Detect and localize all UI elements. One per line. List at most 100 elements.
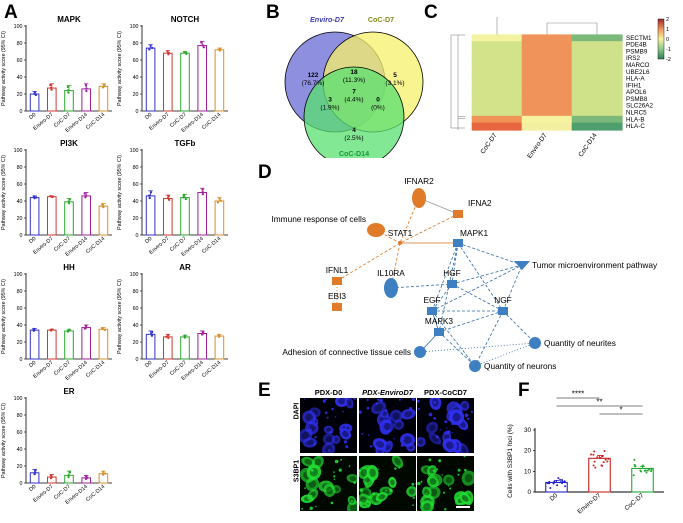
- svg-text:D0: D0: [144, 236, 153, 245]
- svg-text:****: ****: [572, 390, 584, 399]
- svg-text:NOTCH: NOTCH: [171, 15, 200, 24]
- svg-text:CoC-D7: CoC-D7: [368, 15, 394, 24]
- svg-text:0: 0: [136, 109, 139, 115]
- svg-text:0: 0: [20, 481, 23, 487]
- svg-text:30: 30: [524, 427, 532, 434]
- svg-text:0: 0: [136, 233, 139, 239]
- svg-text:100: 100: [14, 148, 23, 154]
- svg-text:MAPK3: MAPK3: [425, 316, 454, 326]
- svg-text:0: 0: [20, 109, 23, 115]
- svg-text:CoC-D14: CoC-D14: [85, 112, 106, 131]
- svg-text:STAT1: STAT1: [388, 228, 413, 238]
- svg-text:D0: D0: [549, 492, 560, 503]
- svg-text:60: 60: [17, 182, 23, 188]
- svg-text:CoC-D14: CoC-D14: [201, 360, 222, 379]
- svg-text:1: 1: [666, 27, 669, 33]
- svg-text:-1: -1: [666, 47, 671, 53]
- svg-text:40: 40: [133, 323, 139, 329]
- svg-text:Immune response of cells: Immune response of cells: [271, 214, 366, 224]
- svg-text:Cells with S3BP1 foci (%): Cells with S3BP1 foci (%): [507, 424, 514, 498]
- svg-text:PI3K: PI3K: [60, 139, 78, 148]
- svg-text:80: 80: [133, 165, 139, 171]
- svg-text:-2: -2: [666, 57, 671, 63]
- svg-text:EGF: EGF: [423, 295, 440, 305]
- svg-text:Adhesion of connective tissue: Adhesion of connective tissue cells: [282, 347, 411, 357]
- svg-text:**: **: [596, 398, 602, 407]
- svg-text:80: 80: [17, 289, 23, 295]
- svg-text:100: 100: [14, 272, 23, 278]
- svg-text:20: 20: [133, 340, 139, 346]
- svg-text:Pathway activity score (95% CI: Pathway activity score (95% CI): [1, 155, 7, 230]
- svg-text:0: 0: [136, 357, 139, 363]
- svg-text:0: 0: [527, 489, 531, 496]
- svg-text:Quantity of neurons: Quantity of neurons: [484, 361, 556, 371]
- svg-text:MAPK: MAPK: [57, 15, 81, 24]
- svg-text:CoC-D14: CoC-D14: [201, 112, 222, 131]
- svg-text:Pathway activity score (95% CI: Pathway activity score (95% CI): [117, 279, 123, 354]
- svg-text:Pathway activity score (95% CI: Pathway activity score (95% CI): [1, 31, 7, 106]
- svg-text:100: 100: [14, 396, 23, 402]
- svg-text:60: 60: [133, 58, 139, 64]
- svg-text:100: 100: [130, 148, 139, 154]
- svg-text:HLA-C: HLA-C: [626, 123, 645, 130]
- svg-text:20: 20: [17, 464, 23, 470]
- svg-text:CoC-D7: CoC-D7: [479, 132, 498, 156]
- svg-text:40: 40: [133, 75, 139, 81]
- svg-text:AR: AR: [179, 263, 191, 272]
- svg-text:Quantity of neurites: Quantity of neurites: [544, 338, 616, 348]
- svg-text:10: 10: [524, 468, 532, 475]
- svg-text:CoC-D14: CoC-D14: [339, 149, 369, 158]
- svg-text:Pathway activity score (95% CI: Pathway activity score (95% CI): [1, 403, 7, 478]
- svg-text:Pathway activity score (95% CI: Pathway activity score (95% CI): [1, 279, 7, 354]
- svg-text:80: 80: [133, 289, 139, 295]
- svg-text:80: 80: [17, 165, 23, 171]
- svg-text:D0: D0: [28, 236, 37, 245]
- svg-text:D0: D0: [144, 112, 153, 121]
- svg-text:0: 0: [20, 233, 23, 239]
- svg-text:40: 40: [17, 199, 23, 205]
- svg-text:CoC-D14: CoC-D14: [85, 360, 106, 379]
- svg-text:100: 100: [14, 24, 23, 30]
- svg-text:CoC-D14: CoC-D14: [201, 236, 222, 255]
- svg-text:IFNL1: IFNL1: [326, 265, 349, 275]
- svg-text:20: 20: [17, 340, 23, 346]
- svg-text:20: 20: [524, 448, 532, 455]
- svg-text:D0: D0: [144, 360, 153, 369]
- svg-text:TGFb: TGFb: [175, 139, 196, 148]
- svg-text:60: 60: [133, 306, 139, 312]
- svg-text:60: 60: [17, 58, 23, 64]
- svg-text:MAPK1: MAPK1: [460, 228, 489, 238]
- svg-text:60: 60: [17, 430, 23, 436]
- svg-text:0: 0: [666, 37, 669, 43]
- svg-text:IFNAR2: IFNAR2: [404, 178, 434, 186]
- svg-text:IL10RA: IL10RA: [377, 268, 405, 278]
- svg-text:ER: ER: [63, 387, 74, 396]
- svg-text:Tumor microenvironment pathway: Tumor microenvironment pathway: [532, 260, 658, 270]
- svg-text:0: 0: [20, 357, 23, 363]
- svg-text:100: 100: [130, 272, 139, 278]
- svg-text:80: 80: [17, 41, 23, 47]
- svg-text:CoC-D14: CoC-D14: [85, 236, 106, 255]
- svg-text:40: 40: [133, 199, 139, 205]
- svg-text:Pathway activity score (95% CI: Pathway activity score (95% CI): [117, 31, 123, 106]
- svg-text:EBI3: EBI3: [328, 291, 346, 301]
- svg-text:40: 40: [17, 447, 23, 453]
- svg-text:Pathway activity score (95% CI: Pathway activity score (95% CI): [117, 155, 123, 230]
- svg-text:Enviro-D7: Enviro-D7: [576, 492, 602, 516]
- svg-text:40: 40: [17, 75, 23, 81]
- svg-text:20: 20: [133, 92, 139, 98]
- svg-text:D0: D0: [28, 112, 37, 121]
- svg-text:Enviro-D7: Enviro-D7: [526, 132, 549, 160]
- svg-text:CoC-D7: CoC-D7: [623, 492, 645, 512]
- svg-text:CoC-D14: CoC-D14: [577, 132, 598, 159]
- svg-text:20: 20: [17, 92, 23, 98]
- svg-text:60: 60: [133, 182, 139, 188]
- svg-text:NGF: NGF: [494, 295, 512, 305]
- svg-text:20: 20: [17, 216, 23, 222]
- svg-text:HGF: HGF: [443, 268, 461, 278]
- svg-text:Enviro-D7: Enviro-D7: [310, 15, 345, 24]
- svg-text:CoC-D14: CoC-D14: [85, 484, 106, 503]
- svg-text:2: 2: [666, 17, 669, 23]
- svg-text:*: *: [619, 406, 622, 415]
- svg-text:D0: D0: [28, 484, 37, 493]
